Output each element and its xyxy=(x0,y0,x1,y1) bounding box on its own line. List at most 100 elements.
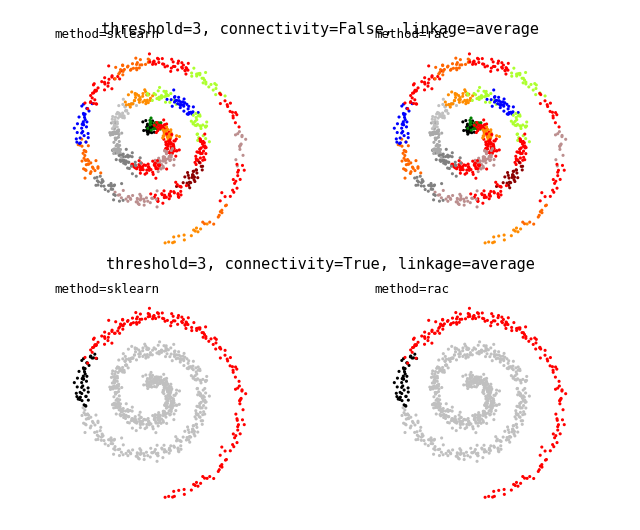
Point xyxy=(460,342,470,350)
Point xyxy=(78,120,88,129)
Point xyxy=(200,323,211,331)
Point xyxy=(552,416,563,425)
Point xyxy=(426,131,436,139)
Point xyxy=(469,375,479,383)
Point xyxy=(470,161,480,170)
Point xyxy=(77,411,87,420)
Point xyxy=(537,463,547,471)
Point xyxy=(214,465,225,474)
Point xyxy=(181,318,191,326)
Point xyxy=(113,72,123,81)
Point xyxy=(115,395,125,404)
Point xyxy=(163,403,173,411)
Point xyxy=(495,441,506,450)
Point xyxy=(169,443,179,452)
Point xyxy=(460,85,470,94)
Point xyxy=(476,411,486,420)
Point xyxy=(74,113,84,121)
Point xyxy=(430,374,440,383)
Point xyxy=(488,233,499,241)
Point xyxy=(135,61,145,69)
Point xyxy=(150,160,160,168)
Point xyxy=(438,440,449,449)
Point xyxy=(554,127,564,136)
Point xyxy=(228,113,238,122)
Point xyxy=(480,127,490,135)
Point xyxy=(108,439,118,448)
Point xyxy=(516,376,526,385)
Point xyxy=(444,355,454,363)
Point xyxy=(460,425,470,433)
Point xyxy=(404,157,414,165)
Point xyxy=(138,352,148,361)
Point xyxy=(451,93,461,102)
Point xyxy=(467,377,477,385)
Point xyxy=(463,379,474,388)
Point xyxy=(135,423,145,432)
Point xyxy=(200,474,210,482)
Point xyxy=(489,96,499,104)
Point xyxy=(452,448,462,457)
Point xyxy=(561,135,571,144)
Point xyxy=(429,375,440,384)
Point xyxy=(106,119,116,127)
Point xyxy=(545,361,556,370)
Point xyxy=(433,133,444,142)
Point xyxy=(447,414,457,423)
Point xyxy=(436,448,447,456)
Point xyxy=(515,135,525,143)
Point xyxy=(77,142,87,151)
Point xyxy=(481,140,492,148)
Point xyxy=(447,170,458,178)
Point xyxy=(166,148,176,156)
Point xyxy=(128,354,138,362)
Point xyxy=(480,146,490,155)
Point xyxy=(389,378,399,387)
Point xyxy=(484,98,495,107)
Point xyxy=(472,377,482,386)
Point xyxy=(108,130,118,138)
Point xyxy=(555,396,565,404)
Point xyxy=(115,403,125,411)
Point xyxy=(99,340,109,349)
Point xyxy=(174,351,184,359)
Point xyxy=(511,166,521,174)
Point xyxy=(474,154,484,163)
Point xyxy=(97,77,107,86)
Point xyxy=(77,102,87,110)
Point xyxy=(416,433,426,441)
Point xyxy=(474,121,484,129)
Point xyxy=(157,388,168,396)
Point xyxy=(147,96,157,105)
Point xyxy=(191,368,202,376)
Point xyxy=(401,138,411,146)
Point xyxy=(483,130,493,138)
Point xyxy=(469,415,479,423)
Point xyxy=(543,102,553,111)
Point xyxy=(188,111,198,120)
Point xyxy=(188,362,198,370)
Point xyxy=(193,366,204,374)
Point xyxy=(142,127,152,135)
Point xyxy=(471,449,481,458)
Point xyxy=(489,399,499,407)
Point xyxy=(129,417,140,426)
Point xyxy=(105,383,115,391)
Point xyxy=(191,376,202,384)
Point xyxy=(89,80,99,88)
Point xyxy=(472,450,483,458)
Point xyxy=(469,122,479,131)
Point xyxy=(228,430,239,438)
Point xyxy=(511,155,522,163)
Point xyxy=(108,373,118,381)
Point xyxy=(511,364,521,372)
Point xyxy=(502,423,513,431)
Point xyxy=(459,161,469,169)
Point xyxy=(145,123,156,131)
Point xyxy=(164,352,175,361)
Point xyxy=(167,399,177,407)
Point xyxy=(159,382,170,391)
Point xyxy=(127,191,138,200)
Point xyxy=(152,120,162,129)
Point xyxy=(146,190,156,198)
